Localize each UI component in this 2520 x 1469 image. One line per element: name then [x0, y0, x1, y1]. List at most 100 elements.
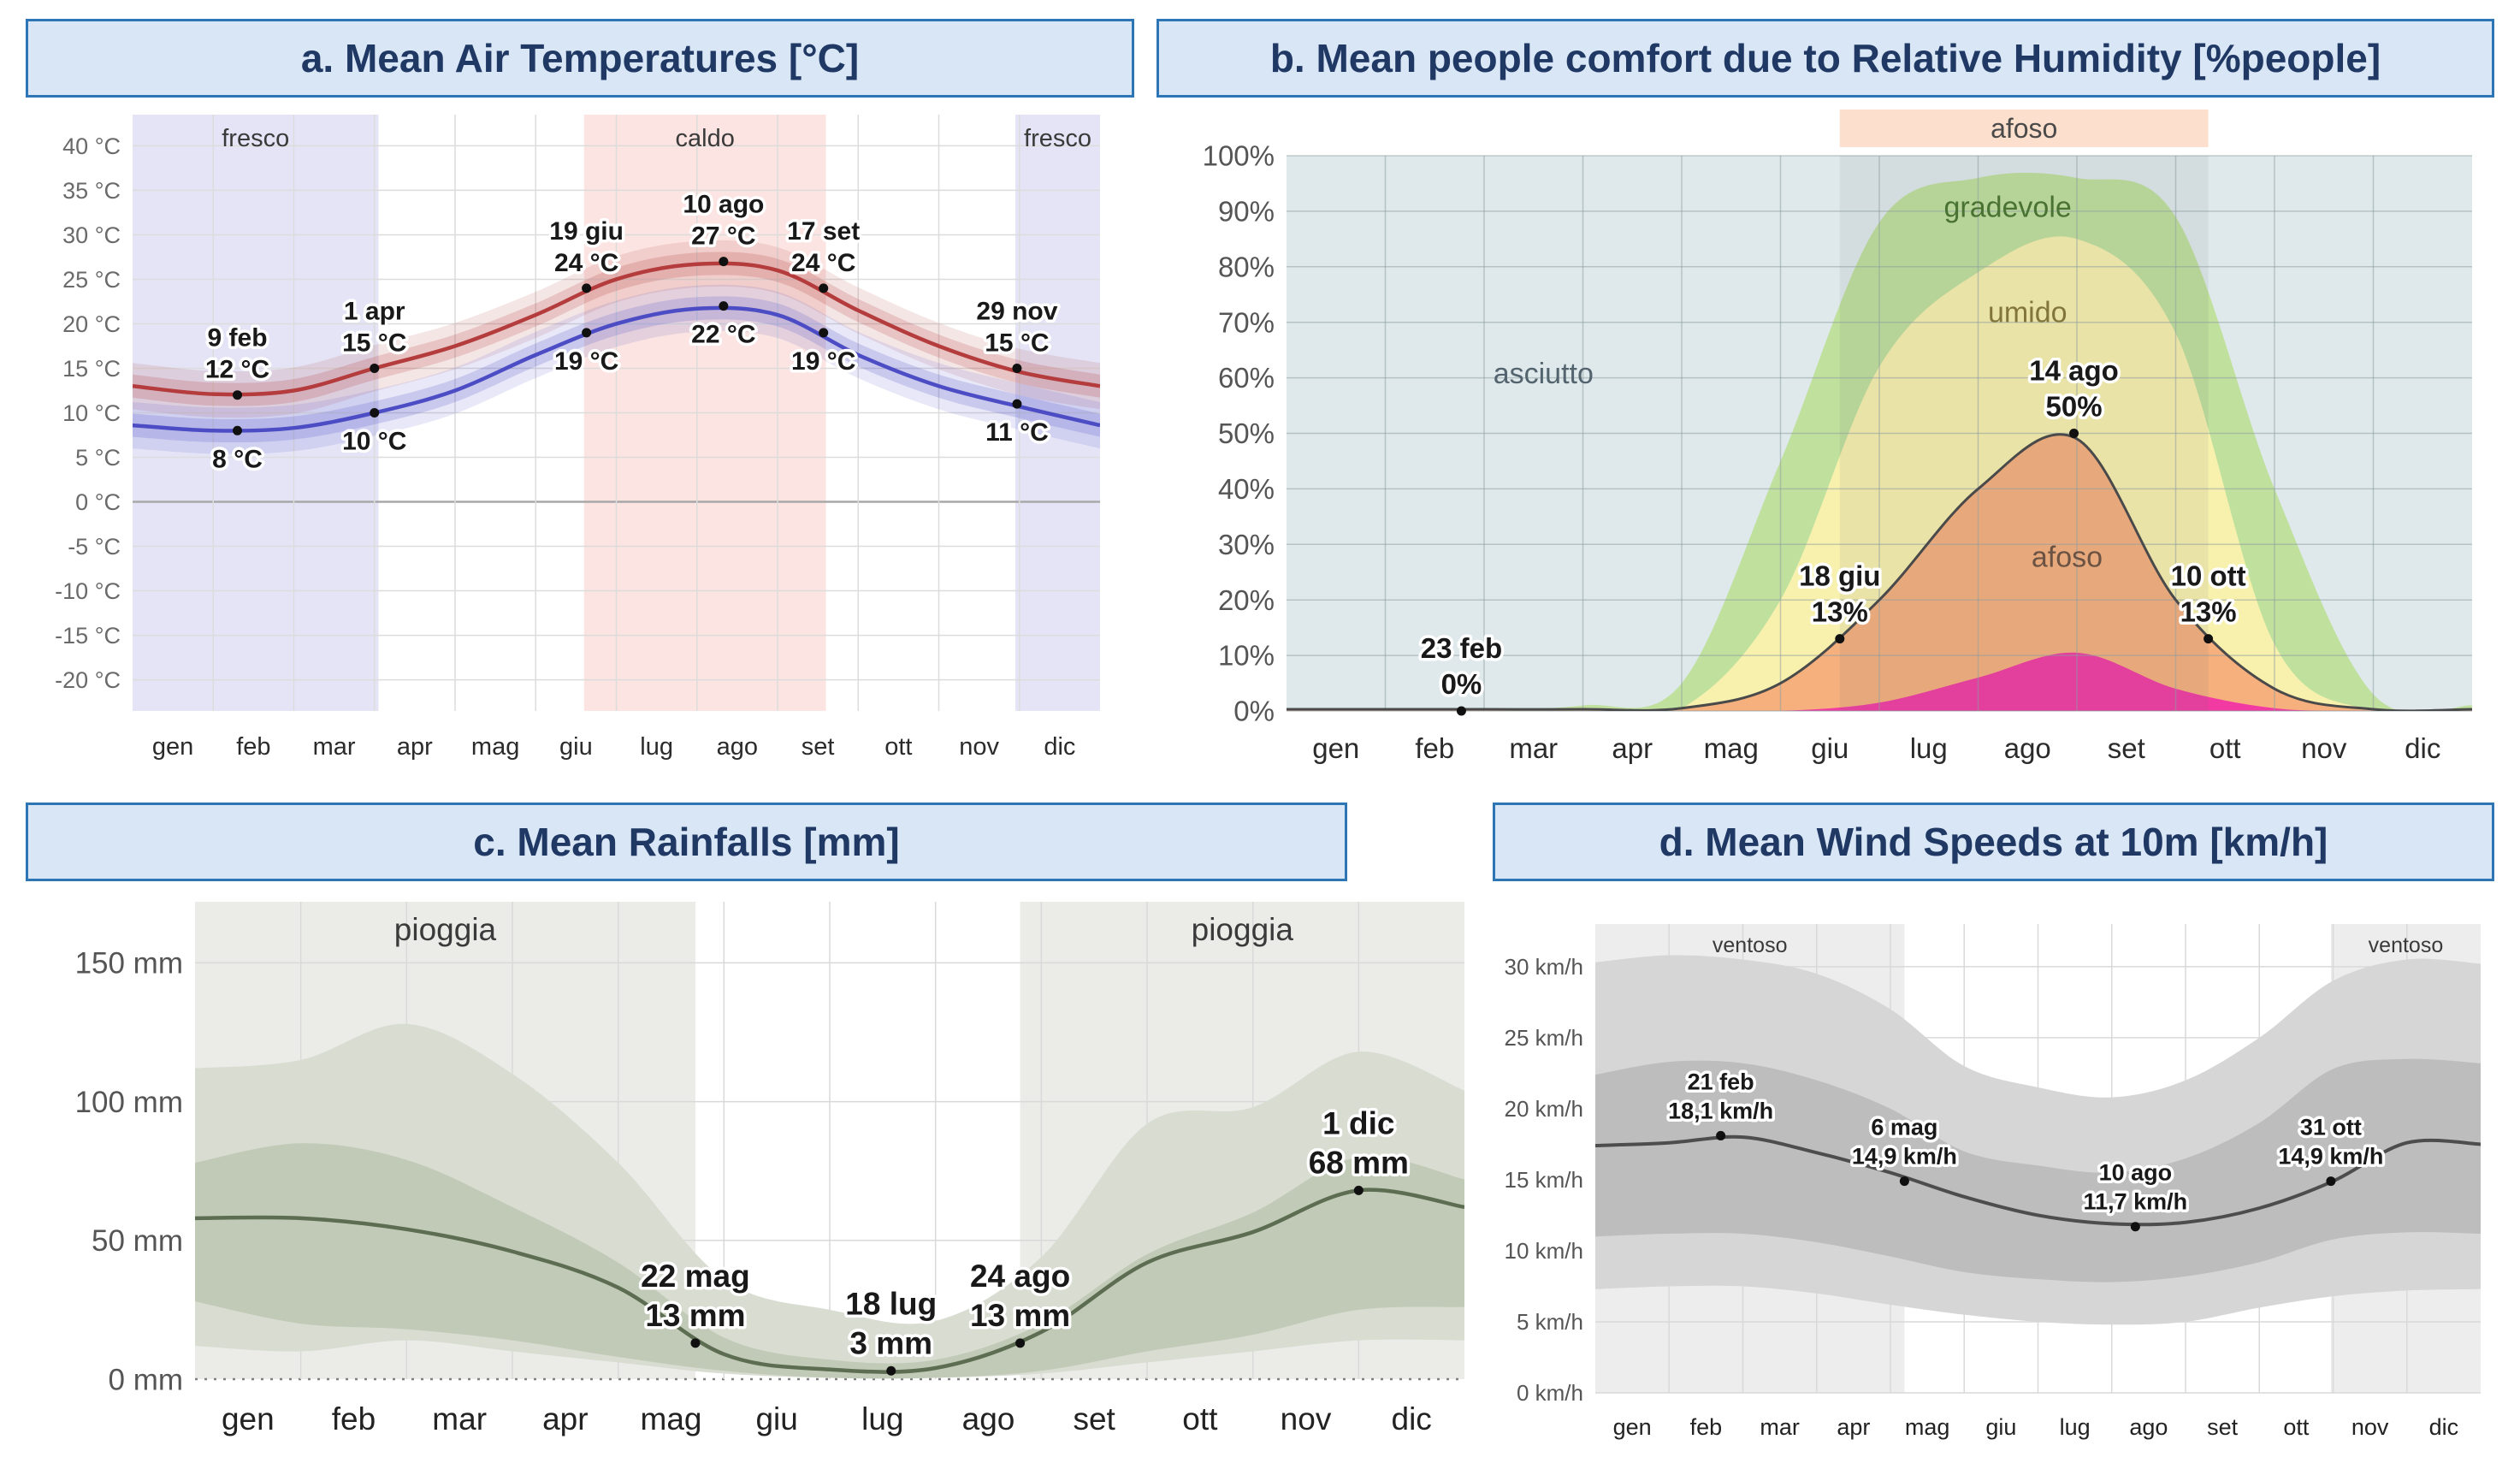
svg-text:80%: 80% — [1218, 251, 1275, 282]
svg-text:20 km/h: 20 km/h — [1505, 1096, 1584, 1122]
svg-text:10%: 10% — [1218, 640, 1275, 672]
svg-text:30 km/h: 30 km/h — [1505, 954, 1584, 980]
panel-rainfalls-title: c. Mean Rainfalls [mm] — [26, 803, 1347, 881]
svg-text:5 km/h: 5 km/h — [1517, 1309, 1583, 1335]
svg-text:24 ago: 24 ago — [970, 1259, 1070, 1294]
svg-text:mag: mag — [471, 733, 519, 761]
svg-text:22 °C: 22 °C — [691, 321, 755, 349]
svg-text:dic: dic — [1392, 1401, 1432, 1436]
svg-text:mar: mar — [432, 1401, 487, 1436]
svg-text:10 km/h: 10 km/h — [1505, 1238, 1584, 1264]
svg-text:nov: nov — [2301, 732, 2347, 764]
panel-humidity-comfort: b. Mean people comfort due to Relative H… — [1156, 19, 2494, 778]
svg-text:asciutto: asciutto — [1494, 358, 1594, 390]
svg-text:60%: 60% — [1218, 362, 1275, 394]
svg-text:22 mag: 22 mag — [641, 1259, 750, 1294]
svg-text:apr: apr — [1612, 732, 1653, 764]
svg-text:ott: ott — [2283, 1414, 2310, 1440]
svg-text:caldo: caldo — [676, 125, 735, 152]
svg-text:fresco: fresco — [1024, 125, 1091, 152]
svg-text:mar: mar — [1509, 732, 1558, 764]
svg-text:ago: ago — [2129, 1414, 2168, 1440]
svg-text:mag: mag — [1704, 732, 1759, 764]
svg-text:10 ott: 10 ott — [2171, 560, 2246, 592]
svg-text:mag: mag — [1905, 1414, 1950, 1440]
svg-text:40 °C: 40 °C — [62, 133, 121, 159]
svg-text:dic: dic — [2429, 1414, 2459, 1440]
svg-text:set: set — [802, 733, 835, 761]
svg-text:ott: ott — [884, 733, 912, 761]
svg-text:lug: lug — [1910, 732, 1948, 764]
svg-text:3 mm: 3 mm — [849, 1325, 932, 1360]
panel-humidity-comfort-title: b. Mean people comfort due to Relative H… — [1156, 19, 2494, 98]
svg-text:1 dic: 1 dic — [1322, 1105, 1394, 1140]
svg-text:27 °C: 27 °C — [691, 222, 755, 251]
svg-text:mar: mar — [313, 733, 356, 761]
wind-speeds-chart: 0 km/h 5 km/h 10 km/h 15 km/h 20 km/h 25 km/h… — [1505, 924, 2481, 1440]
svg-text:13%: 13% — [2180, 596, 2237, 628]
svg-text:90%: 90% — [1218, 195, 1275, 227]
svg-text:17 set: 17 set — [787, 217, 860, 246]
panel-rainfalls: c. Mean Rainfalls [mm] 0 mm 50 mm 100 mm 15… — [26, 803, 1480, 1454]
svg-text:100 mm: 100 mm — [75, 1086, 183, 1119]
svg-text:6 mag: 6 mag — [1871, 1115, 1937, 1140]
svg-text:13 mm: 13 mm — [970, 1298, 1070, 1333]
svg-text:0 mm: 0 mm — [109, 1363, 184, 1396]
svg-text:13 mm: 13 mm — [645, 1298, 745, 1333]
panel-air-temperatures-title: a. Mean Air Temperatures [°C] — [26, 19, 1134, 98]
svg-text:afoso: afoso — [2032, 541, 2103, 573]
svg-text:31 ott: 31 ott — [2300, 1115, 2362, 1140]
svg-text:12 °C: 12 °C — [205, 356, 269, 384]
svg-text:23 feb: 23 feb — [1421, 632, 1502, 664]
svg-text:pioggia: pioggia — [394, 912, 497, 947]
svg-text:25 °C: 25 °C — [62, 267, 121, 293]
svg-text:umido: umido — [1988, 297, 2067, 329]
svg-text:ott: ott — [2209, 732, 2241, 764]
svg-text:gen: gen — [1312, 732, 1359, 764]
svg-text:giu: giu — [755, 1401, 797, 1436]
svg-text:gen: gen — [1613, 1414, 1652, 1440]
panel-wind-speeds: d. Mean Wind Speeds at 10m [km/h] 0 km/h… — [1493, 803, 2494, 1454]
humidity-comfort-chart: afoso 0% 10% 20% 30% 40% 50% 60% 70% 80% 90% 100% as… — [1203, 110, 2472, 764]
svg-text:24 °C: 24 °C — [791, 249, 855, 277]
panel-wind-speeds-title: d. Mean Wind Speeds at 10m [km/h] — [1493, 803, 2494, 881]
svg-text:set: set — [2108, 732, 2145, 764]
svg-text:feb: feb — [1690, 1414, 1723, 1440]
svg-text:50%: 50% — [1218, 418, 1275, 449]
svg-text:25 km/h: 25 km/h — [1505, 1025, 1584, 1051]
svg-text:10 °C: 10 °C — [62, 400, 121, 426]
svg-text:35 °C: 35 °C — [62, 178, 121, 204]
svg-text:gen: gen — [152, 733, 193, 761]
svg-text:ventoso: ventoso — [2369, 933, 2444, 957]
svg-text:19 giu: 19 giu — [549, 217, 624, 246]
svg-text:14 ago: 14 ago — [2029, 355, 2119, 387]
svg-text:feb: feb — [236, 733, 270, 761]
svg-text:0 km/h: 0 km/h — [1517, 1380, 1583, 1406]
svg-text:gen: gen — [222, 1401, 275, 1436]
svg-text:68 mm: 68 mm — [1309, 1145, 1409, 1180]
svg-text:50%: 50% — [2046, 391, 2103, 423]
svg-text:giu: giu — [1985, 1414, 2016, 1440]
svg-text:afoso: afoso — [1991, 113, 2057, 144]
svg-text:gradevole: gradevole — [1943, 191, 2071, 223]
svg-text:30%: 30% — [1218, 529, 1275, 560]
svg-text:29 nov: 29 nov — [976, 297, 1057, 325]
svg-text:10 ago: 10 ago — [683, 191, 764, 219]
svg-text:apr: apr — [542, 1401, 588, 1436]
svg-text:ago: ago — [2004, 732, 2051, 764]
svg-text:10 ago: 10 ago — [2099, 1160, 2173, 1186]
svg-text:11,7 km/h: 11,7 km/h — [2084, 1189, 2188, 1215]
svg-text:-10 °C: -10 °C — [55, 578, 121, 604]
panel-air-temperatures: a. Mean Air Temperatures [°C] -20 °C -15 … — [26, 19, 1134, 778]
svg-text:giu: giu — [559, 733, 593, 761]
svg-text:0 °C: 0 °C — [75, 489, 121, 515]
svg-text:lug: lug — [2060, 1414, 2091, 1440]
svg-text:18 giu: 18 giu — [1799, 560, 1880, 592]
svg-text:18,1 km/h: 18,1 km/h — [1668, 1098, 1773, 1123]
svg-text:lug: lug — [640, 733, 673, 761]
svg-text:pioggia: pioggia — [1192, 912, 1294, 947]
svg-text:19 °C: 19 °C — [554, 347, 618, 376]
svg-text:ago: ago — [717, 733, 758, 761]
svg-text:15 °C: 15 °C — [985, 329, 1049, 357]
svg-text:dic: dic — [1044, 733, 1075, 761]
